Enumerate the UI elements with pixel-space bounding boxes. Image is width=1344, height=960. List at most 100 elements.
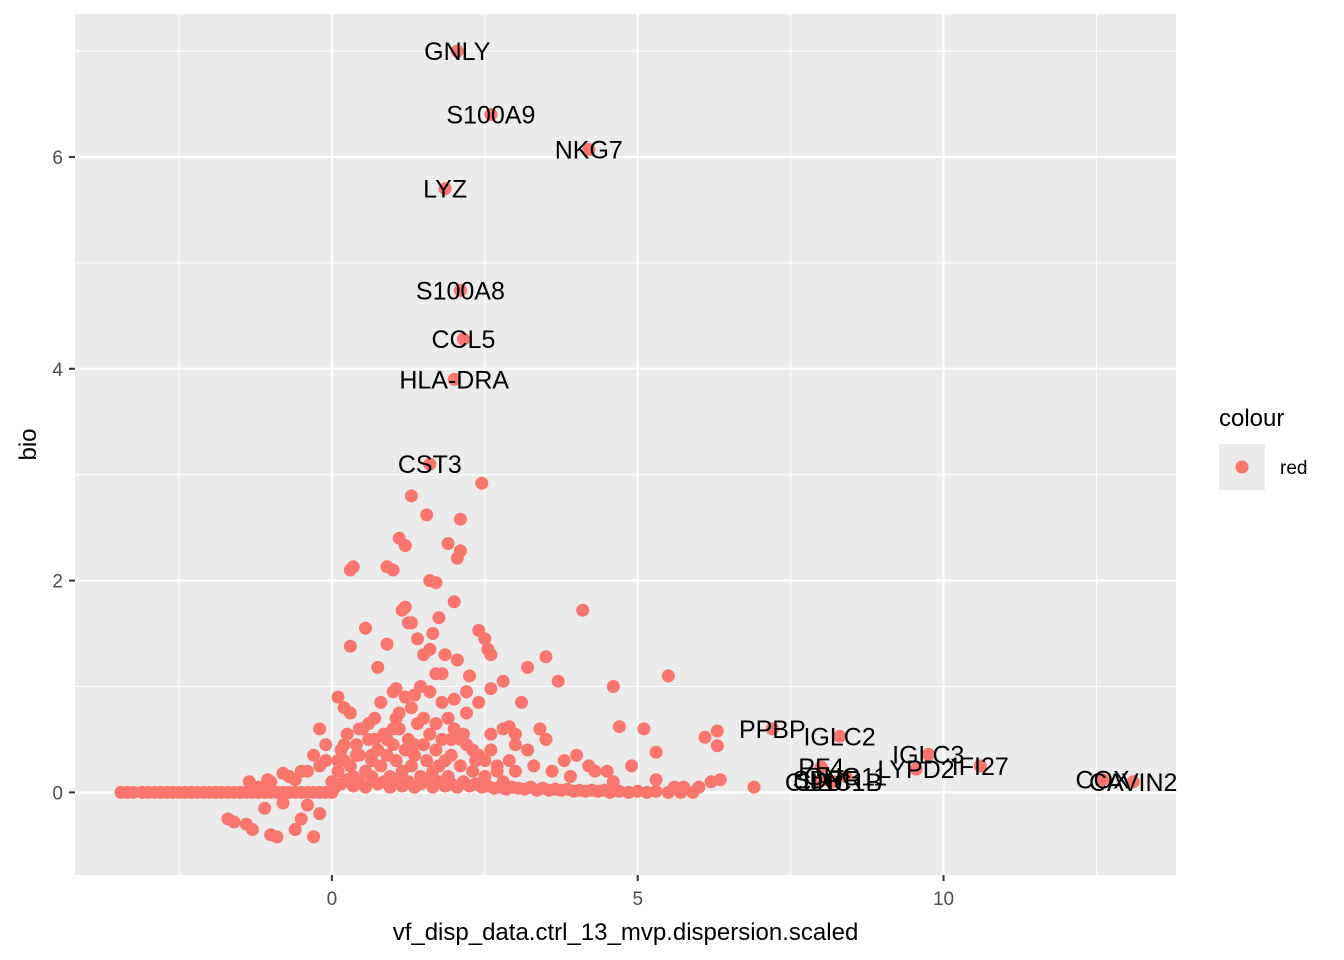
data-point (441, 537, 455, 550)
x-tick-label: 10 (933, 889, 954, 910)
data-point (490, 764, 504, 778)
data-point (515, 695, 528, 709)
point-label: COX (1076, 767, 1131, 795)
point-label: HLA-DRA (399, 366, 509, 394)
data-point (417, 738, 431, 752)
data-point (450, 44, 464, 58)
data-point (710, 724, 724, 738)
data-point (484, 682, 498, 696)
data-point (606, 775, 620, 789)
data-point (545, 764, 559, 778)
point-labels: GNLY S100A9 NKG7 LYZ S100A8 CCL5 HLA-DRA CST3 PP… (398, 38, 1178, 797)
data-point (811, 775, 825, 789)
data-point (463, 669, 476, 683)
data-point (404, 489, 418, 503)
data-point (649, 784, 663, 798)
point-label: CAVIN2 (1089, 769, 1177, 797)
data-point (502, 720, 516, 734)
y-tick-label: 2 (52, 572, 63, 593)
data-point (484, 648, 498, 662)
data-point (456, 727, 470, 741)
data-point (307, 748, 321, 762)
data-point (484, 108, 498, 122)
data-point (521, 743, 535, 757)
data-point (294, 764, 308, 778)
data-point (484, 727, 498, 741)
data-point (389, 754, 403, 768)
data-point (331, 690, 345, 704)
data-point (588, 764, 602, 778)
data-point (313, 722, 327, 736)
data-point (833, 729, 847, 743)
data-point (921, 747, 935, 761)
data-point (677, 780, 691, 794)
data-point (453, 283, 467, 297)
data-point (423, 727, 437, 741)
data-points (114, 44, 1140, 844)
data-point (527, 759, 541, 773)
data-point (441, 711, 455, 725)
data-point (502, 754, 516, 768)
data-point (600, 764, 614, 778)
data-point (475, 476, 489, 490)
data-point (126, 785, 140, 799)
data-point (713, 773, 727, 787)
data-point (261, 773, 275, 787)
data-point (258, 801, 272, 815)
data-point (453, 759, 467, 773)
data-point (606, 680, 620, 693)
point-label: IGLC2 (803, 723, 875, 751)
data-point (374, 759, 388, 773)
legend-entry-red: red (1280, 458, 1307, 479)
data-point (340, 727, 354, 741)
data-point (570, 748, 584, 762)
data-point (438, 182, 452, 196)
data-point (637, 722, 651, 736)
data-point (359, 621, 372, 635)
data-point (453, 512, 467, 526)
data-point (380, 560, 394, 574)
data-point (374, 695, 388, 709)
data-point (319, 754, 333, 768)
data-point (389, 682, 403, 696)
data-point (456, 332, 470, 346)
data-point (472, 695, 486, 709)
data-point (1096, 773, 1110, 787)
grid-major (75, 14, 1176, 875)
data-point (389, 711, 403, 725)
y-axis-title: bio (15, 428, 42, 460)
data-point (508, 764, 522, 778)
data-point (612, 720, 626, 734)
data-point (909, 762, 923, 776)
point-label: LYZ (423, 176, 467, 204)
data-point (582, 143, 596, 157)
data-point (270, 830, 284, 844)
data-point (432, 611, 446, 625)
point-label: S100A9 (446, 102, 535, 130)
data-point (447, 595, 461, 609)
data-point (649, 745, 663, 759)
plot-panel (75, 14, 1176, 875)
data-point (337, 738, 351, 752)
data-point (276, 796, 290, 810)
data-point (331, 764, 345, 778)
data-point (408, 738, 421, 752)
data-point (380, 637, 394, 651)
x-axis-ticks: 0 5 10 (327, 875, 954, 910)
x-tick-label: 5 (632, 889, 643, 910)
data-point (352, 722, 366, 736)
data-point (404, 759, 418, 773)
data-point (747, 780, 761, 794)
point-label: SDPR (793, 767, 862, 795)
data-point (408, 748, 421, 762)
data-point (414, 680, 428, 693)
data-point (839, 770, 853, 783)
data-point (404, 701, 418, 715)
legend: colour red (1219, 405, 1307, 490)
data-point (423, 457, 437, 471)
data-point (692, 780, 706, 794)
data-point (551, 674, 565, 688)
data-point (429, 667, 443, 681)
data-point (435, 732, 449, 746)
